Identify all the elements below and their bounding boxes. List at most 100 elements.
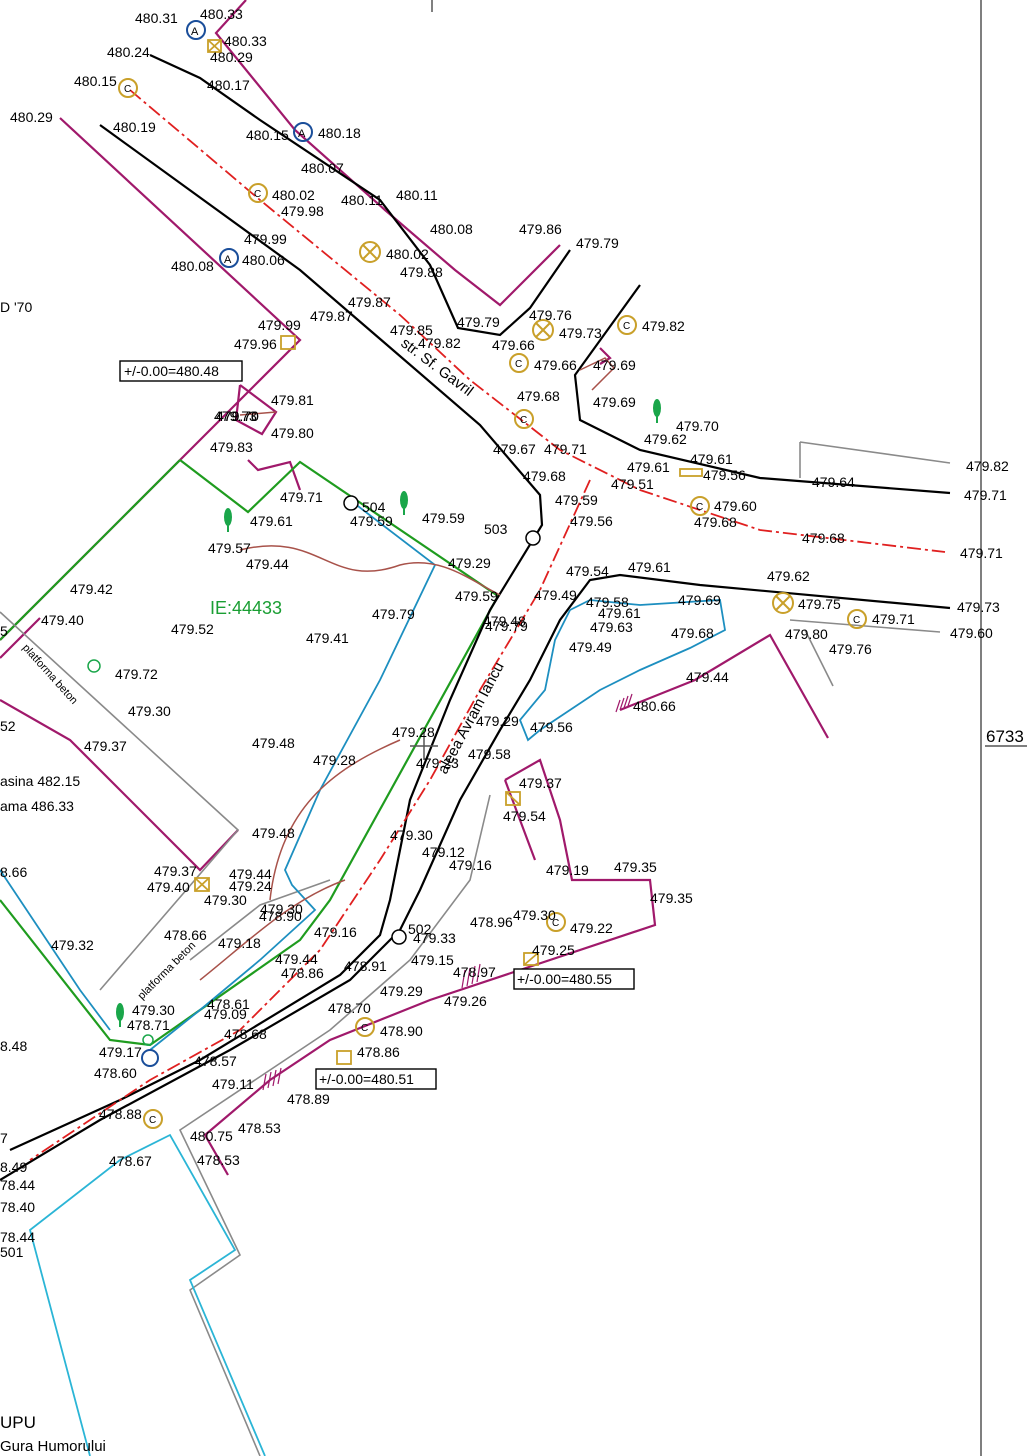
canal-manhole-icon: C: [690, 496, 710, 516]
water-hydrant-icon: A: [219, 248, 239, 268]
platform-outlines: [0, 441, 951, 1456]
platform-outline-2: [189, 879, 331, 961]
elevation-label: 479.49: [534, 587, 577, 603]
water-hydrants: A A A: [141, 20, 313, 1067]
elevation-label: 479.80: [271, 425, 314, 441]
elevation-label: 480.15: [74, 73, 117, 89]
pole-icon: [391, 929, 407, 945]
elevation-label: 480.33: [200, 6, 243, 22]
elevation-label: 479.29: [448, 555, 491, 571]
canal-manholes: C C C C C C C C C C: [118, 78, 867, 1129]
elevation-label: 480.29: [10, 109, 53, 125]
elevation-label: 479.59: [455, 588, 498, 604]
boundary-west-corner: [0, 617, 41, 659]
edge-label: 8.49: [0, 1159, 27, 1175]
fence-curve-2: [269, 739, 401, 901]
elevation-label: 479.82: [966, 458, 1009, 474]
elevation-label: 479.33: [413, 930, 456, 946]
canal-manhole-icon: C: [248, 183, 268, 203]
elevation-label: 479.60: [950, 625, 993, 641]
elevation-label: 480.66: [633, 698, 676, 714]
edge-label: 78.44: [0, 1229, 35, 1245]
elevation-label: 479.52: [171, 621, 214, 637]
edge-label: 501: [0, 1244, 24, 1260]
elevation-label: 479.26: [444, 993, 487, 1009]
elevation-label: 479.69: [593, 394, 636, 410]
elevation-label: 480.11: [341, 192, 383, 208]
elevation-label: 479.28: [392, 724, 435, 740]
elevation-label: 479.16: [449, 857, 492, 873]
elevation-label: 479.68: [523, 468, 566, 484]
canal-manhole-icon: C: [546, 912, 566, 932]
canal-manhole-icon: C: [847, 609, 867, 629]
elevation-label: 479.68: [694, 514, 737, 530]
svg-text:C: C: [623, 321, 630, 332]
elevation-label: 478.67: [109, 1153, 152, 1169]
coordinate-label: 6733: [986, 727, 1024, 746]
elevation-label: 478.89: [287, 1091, 330, 1107]
elevation-label: 479.62: [767, 568, 810, 584]
elevation-label: 479.30: [132, 1002, 175, 1018]
pole-icon: [142, 1034, 154, 1046]
elevation-label: 479.81: [271, 392, 314, 408]
fence-curve-3: [199, 879, 346, 981]
footer-line-1: UPU: [0, 1413, 36, 1432]
valves: [359, 241, 794, 614]
elevation-label: 479.29: [380, 983, 423, 999]
elevation-label: 479.69: [593, 357, 636, 373]
elevation-label: 480.06: [242, 252, 285, 268]
svg-text:A: A: [191, 26, 199, 38]
elevation-label: 479.66: [492, 337, 535, 353]
elevation-label: 479.48: [252, 825, 295, 841]
canal-manhole-icon: C: [355, 1017, 375, 1037]
svg-text:A: A: [298, 128, 306, 140]
elevation-label: 478.53: [197, 1152, 240, 1168]
elevation-label: 479.72: [115, 666, 158, 682]
elevation-label: 478.90: [380, 1023, 423, 1039]
boundary-post: [599, 347, 612, 365]
elevation-label: 479.67: [493, 441, 536, 457]
footer-line-2: Gura Humorului: [0, 1438, 106, 1455]
building-cyan-outline: [28, 1133, 266, 1456]
boundary-parcel-west: [59, 117, 302, 461]
elevation-label: 480.08: [171, 258, 214, 274]
elevation-label: 480.24: [107, 44, 150, 60]
svg-text:C: C: [124, 84, 131, 95]
cross-marker: [410, 732, 438, 760]
edge-label: 5: [0, 623, 8, 639]
elevation-label: 479.56: [703, 467, 746, 483]
svg-text:C: C: [254, 189, 261, 200]
water-hydrant-icon: A: [186, 20, 206, 40]
elevation-label: 479.76: [529, 307, 572, 323]
elevation-label: 479.79: [372, 606, 415, 622]
elevation-label: 479.12: [422, 844, 465, 860]
valve-icon: [532, 319, 554, 341]
edge-labels: D '70 6733 asina 482.15 ama 486.33 8.66 …: [0, 299, 1024, 1260]
boundary-north: [214, 0, 561, 307]
elevation-labels: 480.31 480.33480.33480.29480.24480.17480.…: [10, 6, 1009, 1169]
tree-icon: [224, 508, 232, 532]
drain-grate-icon: [679, 468, 703, 477]
elevation-label: 479.79: [485, 618, 528, 634]
elevation-label: 479.88: [400, 264, 443, 280]
elevation-label: 479.18: [218, 935, 261, 951]
elevation-label: 479.71: [544, 441, 587, 457]
elevation-label: 479.58: [468, 746, 511, 762]
boundary-south-block: [203, 758, 657, 1176]
valve-icon: [359, 241, 381, 263]
elevation-label: 479.28: [313, 752, 356, 768]
elevation-label: 479.69: [678, 592, 721, 608]
drain-grate-icon: [523, 952, 539, 966]
elevation-label: 479.44: [229, 866, 272, 882]
elevation-label: 479.82: [642, 318, 685, 334]
water-pipe-loop: [518, 599, 726, 742]
elevation-label: 479.09: [204, 1006, 247, 1022]
elevation-label: 479.16: [314, 924, 357, 940]
elevation-label: 480.15: [246, 127, 289, 143]
station-label: 504: [362, 499, 386, 515]
fence-lines: [199, 357, 616, 981]
water-pipes: [0, 499, 726, 1051]
elevation-label: 479.42: [70, 581, 113, 597]
grey-line-south: [178, 794, 491, 1456]
elevation-label: 479.79: [576, 235, 619, 251]
